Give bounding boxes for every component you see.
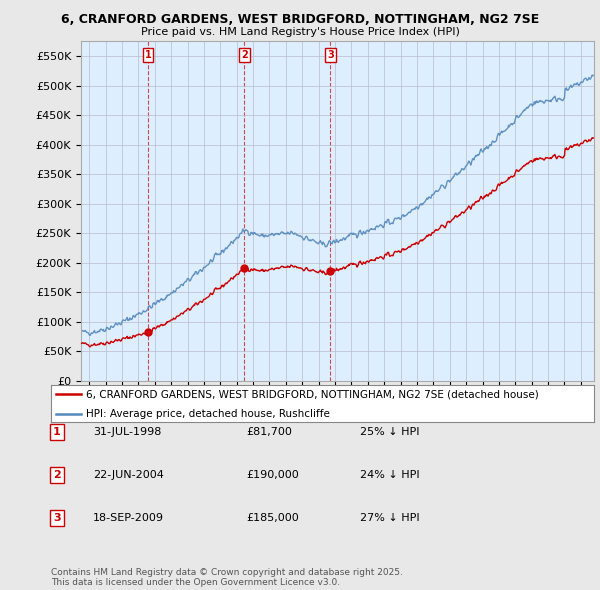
Text: 25% ↓ HPI: 25% ↓ HPI xyxy=(360,427,419,437)
Text: £81,700: £81,700 xyxy=(246,427,292,437)
Text: 18-SEP-2009: 18-SEP-2009 xyxy=(93,513,164,523)
Text: £185,000: £185,000 xyxy=(246,513,299,523)
Text: 2: 2 xyxy=(53,470,61,480)
Text: Price paid vs. HM Land Registry's House Price Index (HPI): Price paid vs. HM Land Registry's House … xyxy=(140,27,460,37)
Text: 1: 1 xyxy=(53,427,61,437)
Text: 3: 3 xyxy=(327,50,334,60)
Text: 31-JUL-1998: 31-JUL-1998 xyxy=(93,427,161,437)
Text: 3: 3 xyxy=(53,513,61,523)
Text: £190,000: £190,000 xyxy=(246,470,299,480)
Text: 24% ↓ HPI: 24% ↓ HPI xyxy=(360,470,419,480)
Text: Contains HM Land Registry data © Crown copyright and database right 2025.
This d: Contains HM Land Registry data © Crown c… xyxy=(51,568,403,587)
Text: 1: 1 xyxy=(145,50,151,60)
Text: 2: 2 xyxy=(241,50,248,60)
Text: HPI: Average price, detached house, Rushcliffe: HPI: Average price, detached house, Rush… xyxy=(86,409,330,419)
Text: 6, CRANFORD GARDENS, WEST BRIDGFORD, NOTTINGHAM, NG2 7SE (detached house): 6, CRANFORD GARDENS, WEST BRIDGFORD, NOT… xyxy=(86,389,539,399)
Text: 6, CRANFORD GARDENS, WEST BRIDGFORD, NOTTINGHAM, NG2 7SE: 6, CRANFORD GARDENS, WEST BRIDGFORD, NOT… xyxy=(61,13,539,26)
Text: 27% ↓ HPI: 27% ↓ HPI xyxy=(360,513,419,523)
Text: 22-JUN-2004: 22-JUN-2004 xyxy=(93,470,164,480)
